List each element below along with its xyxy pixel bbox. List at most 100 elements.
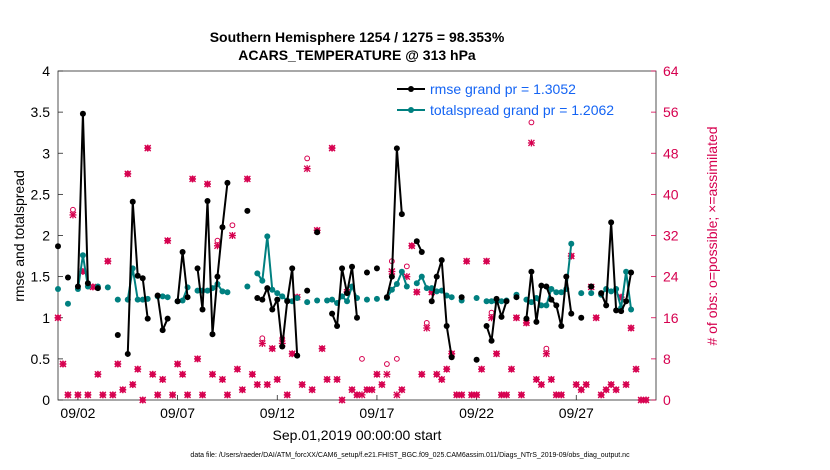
spread-point bbox=[304, 299, 311, 306]
spread-point bbox=[588, 290, 595, 297]
rmse-point bbox=[523, 315, 530, 322]
obs-assimilated-point bbox=[348, 386, 356, 394]
x-tick-label: 09/17 bbox=[359, 405, 394, 421]
obs-assimilated-point bbox=[194, 355, 202, 363]
rmse-point bbox=[553, 302, 560, 309]
rmse-point bbox=[144, 315, 151, 322]
obs-assimilated-point bbox=[413, 288, 421, 296]
y-tick-label: 0.5 bbox=[31, 351, 51, 367]
y-tick-label: 1 bbox=[42, 310, 50, 326]
obs-assimilated-point bbox=[328, 144, 336, 152]
spread-point bbox=[264, 233, 271, 240]
y-tick-label: 1.5 bbox=[31, 269, 51, 285]
chart-title: Southern Hemisphere 1254 / 1275 = 98.353… bbox=[210, 29, 505, 45]
obs-assimilated-point bbox=[627, 324, 635, 332]
spread-point bbox=[398, 268, 405, 275]
obs-assimilated-point bbox=[308, 386, 316, 394]
spread-point bbox=[64, 300, 71, 307]
rmse-point bbox=[294, 352, 301, 359]
rmse-point bbox=[538, 282, 545, 289]
obs-assimilated-point bbox=[119, 386, 127, 394]
rmse-point bbox=[548, 296, 555, 303]
rmse-point bbox=[433, 273, 440, 280]
rmse-point bbox=[563, 273, 570, 280]
rmse-point bbox=[259, 296, 266, 303]
rmse-point bbox=[528, 268, 535, 275]
obs-assimilated-point bbox=[373, 370, 381, 378]
obs-assimilated-point bbox=[572, 381, 580, 389]
rmse-point bbox=[533, 318, 540, 325]
rmse-point bbox=[269, 306, 276, 313]
chart-subtitle: ACARS_TEMPERATURE @ 313 hPa bbox=[238, 47, 476, 63]
rmse-point bbox=[344, 290, 351, 297]
rmse-line-segment bbox=[385, 147, 403, 298]
spread-point bbox=[483, 298, 490, 305]
obs-assimilated-point bbox=[458, 391, 466, 399]
spread-point bbox=[259, 277, 266, 284]
obs-assimilated-point bbox=[84, 391, 92, 399]
obs-assimilated-point bbox=[323, 375, 331, 383]
obs-assimilated-point bbox=[179, 370, 187, 378]
rmse-point bbox=[114, 332, 121, 339]
obs-assimilated-point bbox=[238, 386, 246, 394]
rmse-point bbox=[618, 308, 625, 315]
spread-point bbox=[423, 285, 430, 292]
obs-assimilated-point bbox=[204, 180, 211, 188]
obs-assimilated-point bbox=[493, 350, 501, 358]
rmse-point bbox=[363, 269, 370, 276]
rmse-point bbox=[513, 294, 520, 301]
rmse-point bbox=[174, 298, 181, 305]
rmse-point bbox=[74, 283, 81, 290]
x-tick-label: 09/27 bbox=[559, 405, 594, 421]
rmse-point bbox=[79, 110, 86, 117]
rmse-point bbox=[393, 145, 400, 152]
obs-assimilated-point bbox=[363, 386, 371, 394]
obs-possible-point bbox=[359, 355, 365, 362]
obs-assimilated-point bbox=[517, 391, 525, 399]
rmse-point bbox=[219, 224, 226, 231]
obs-assimilated-point bbox=[632, 365, 640, 373]
y-right-tick-label: 40 bbox=[663, 186, 679, 202]
rmse-point bbox=[204, 197, 211, 204]
y-right-tick-label: 24 bbox=[663, 269, 679, 285]
rmse-point bbox=[254, 295, 261, 302]
obs-assimilated-point bbox=[602, 386, 610, 394]
legend-rmse-marker bbox=[408, 86, 414, 92]
rmse-point bbox=[279, 343, 286, 350]
spread-point bbox=[344, 298, 351, 305]
legend: rmse grand pr = 1.3052 totalspread grand… bbox=[397, 81, 614, 118]
obs-assimilated-point bbox=[59, 360, 67, 368]
spread-point bbox=[279, 293, 286, 300]
spread-point bbox=[433, 288, 440, 295]
rmse-point bbox=[329, 310, 336, 317]
rmse-point bbox=[184, 294, 191, 301]
obs-assimilated-point bbox=[418, 370, 426, 378]
obs-assimilated-point bbox=[54, 314, 62, 322]
obs-assimilated-point bbox=[507, 365, 515, 373]
spread-point bbox=[418, 273, 425, 280]
rmse-point bbox=[64, 274, 71, 281]
legend-spread-label: totalspread grand pr = 1.2062 bbox=[430, 102, 614, 118]
spread-point bbox=[164, 294, 171, 301]
spread-point bbox=[548, 285, 555, 292]
rmse-point bbox=[214, 273, 221, 280]
obs-assimilated-point bbox=[248, 370, 256, 378]
spread-point bbox=[568, 240, 575, 247]
spread-point bbox=[388, 286, 395, 293]
obs-possible-point bbox=[229, 222, 236, 229]
obs-assimilated-point bbox=[378, 381, 386, 389]
spread-point bbox=[628, 306, 635, 313]
obs-assimilated-point bbox=[189, 175, 197, 183]
x-axis-label: Sep.01,2019 00:00:00 start bbox=[273, 427, 442, 443]
rmse-point bbox=[94, 285, 101, 292]
spread-point bbox=[448, 294, 455, 301]
obs-assimilated-point bbox=[124, 170, 132, 178]
rmse-point bbox=[334, 322, 341, 329]
obs-assimilated-point bbox=[612, 386, 620, 394]
rmse-point bbox=[194, 265, 201, 272]
rmse-point bbox=[483, 322, 490, 329]
rmse-point bbox=[608, 219, 615, 226]
spread-point bbox=[488, 298, 495, 305]
obs-assimilated-point bbox=[268, 345, 276, 353]
rmse-point bbox=[159, 327, 166, 334]
